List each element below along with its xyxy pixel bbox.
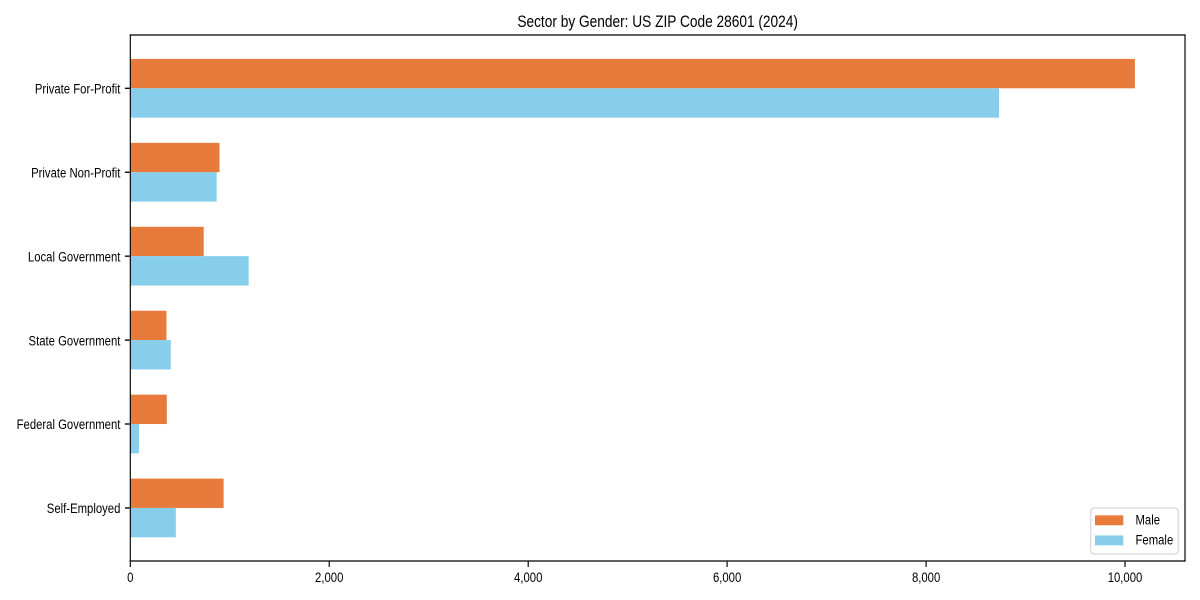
svg-text:State Government: State Government [29, 333, 121, 348]
svg-text:2,000: 2,000 [315, 570, 343, 585]
svg-text:Federal Government: Federal Government [17, 417, 121, 432]
svg-text:Sector by Gender: US ZIP Code: Sector by Gender: US ZIP Code 28601 (202… [517, 13, 798, 31]
svg-text:Private Non-Profit: Private Non-Profit [31, 165, 121, 180]
svg-text:Self-Employed: Self-Employed [47, 501, 121, 516]
svg-text:6,000: 6,000 [713, 570, 741, 585]
svg-text:8,000: 8,000 [912, 570, 940, 585]
svg-text:Private For-Profit: Private For-Profit [35, 82, 121, 97]
svg-text:10,000: 10,000 [1108, 570, 1143, 585]
svg-text:0: 0 [127, 570, 133, 585]
svg-text:Female: Female [1136, 533, 1174, 548]
svg-text:Male: Male [1136, 513, 1161, 528]
svg-text:Local Government: Local Government [28, 249, 121, 264]
svg-text:4,000: 4,000 [514, 570, 542, 585]
